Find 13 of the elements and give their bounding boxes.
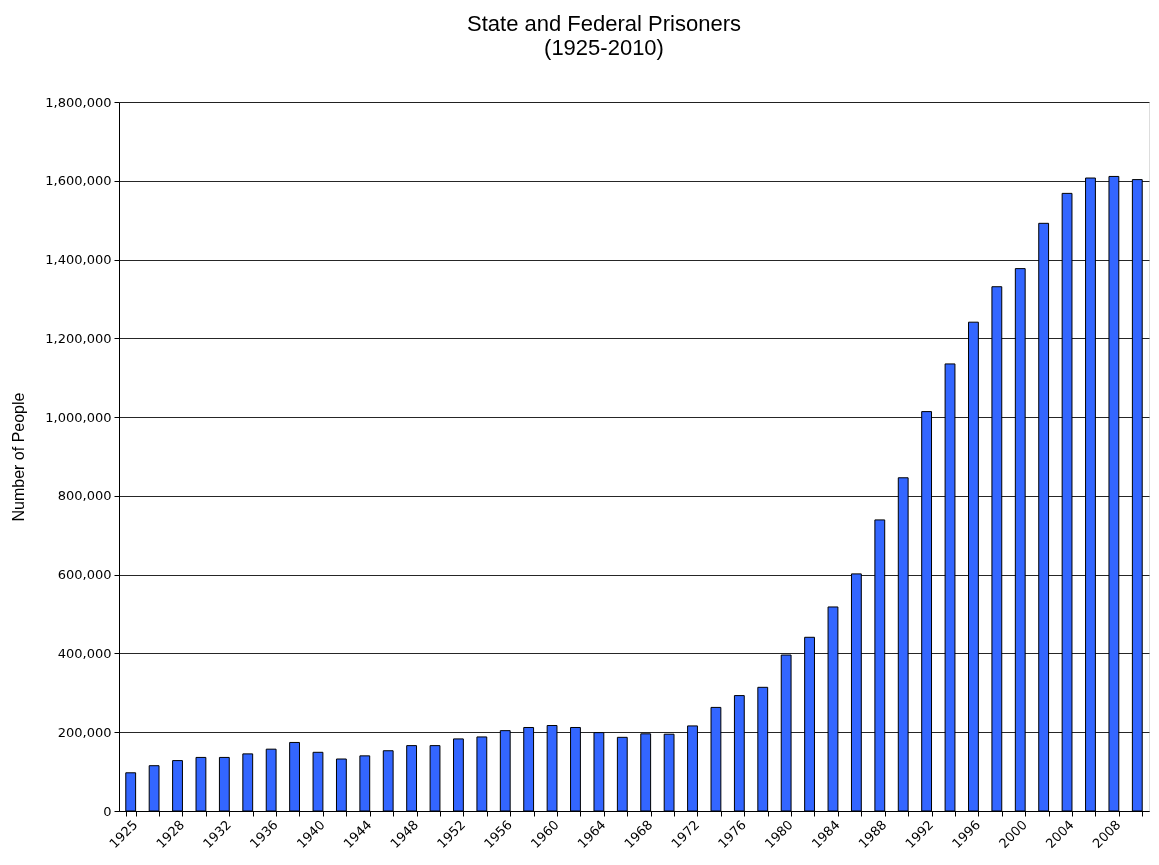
y-tick-label: 800,000 xyxy=(57,488,112,504)
y-tick-label: 1,200,000 xyxy=(45,330,112,346)
y-tick-label: 400,000 xyxy=(57,645,112,661)
chart-title: State and Federal Prisoners xyxy=(467,11,741,36)
y-tick-label: 600,000 xyxy=(57,567,112,583)
y-tick-label: 1,800,000 xyxy=(45,94,112,110)
y-tick-label: 200,000 xyxy=(57,724,112,740)
y-tick-label: 0 xyxy=(103,803,112,819)
y-axis-title: Number of People xyxy=(10,392,28,522)
y-tick-label: 1,600,000 xyxy=(45,173,112,189)
chart-subtitle: (1925-2010) xyxy=(544,35,664,60)
y-tick-label: 1,000,000 xyxy=(45,409,112,425)
y-tick-label: 1,400,000 xyxy=(45,252,112,268)
